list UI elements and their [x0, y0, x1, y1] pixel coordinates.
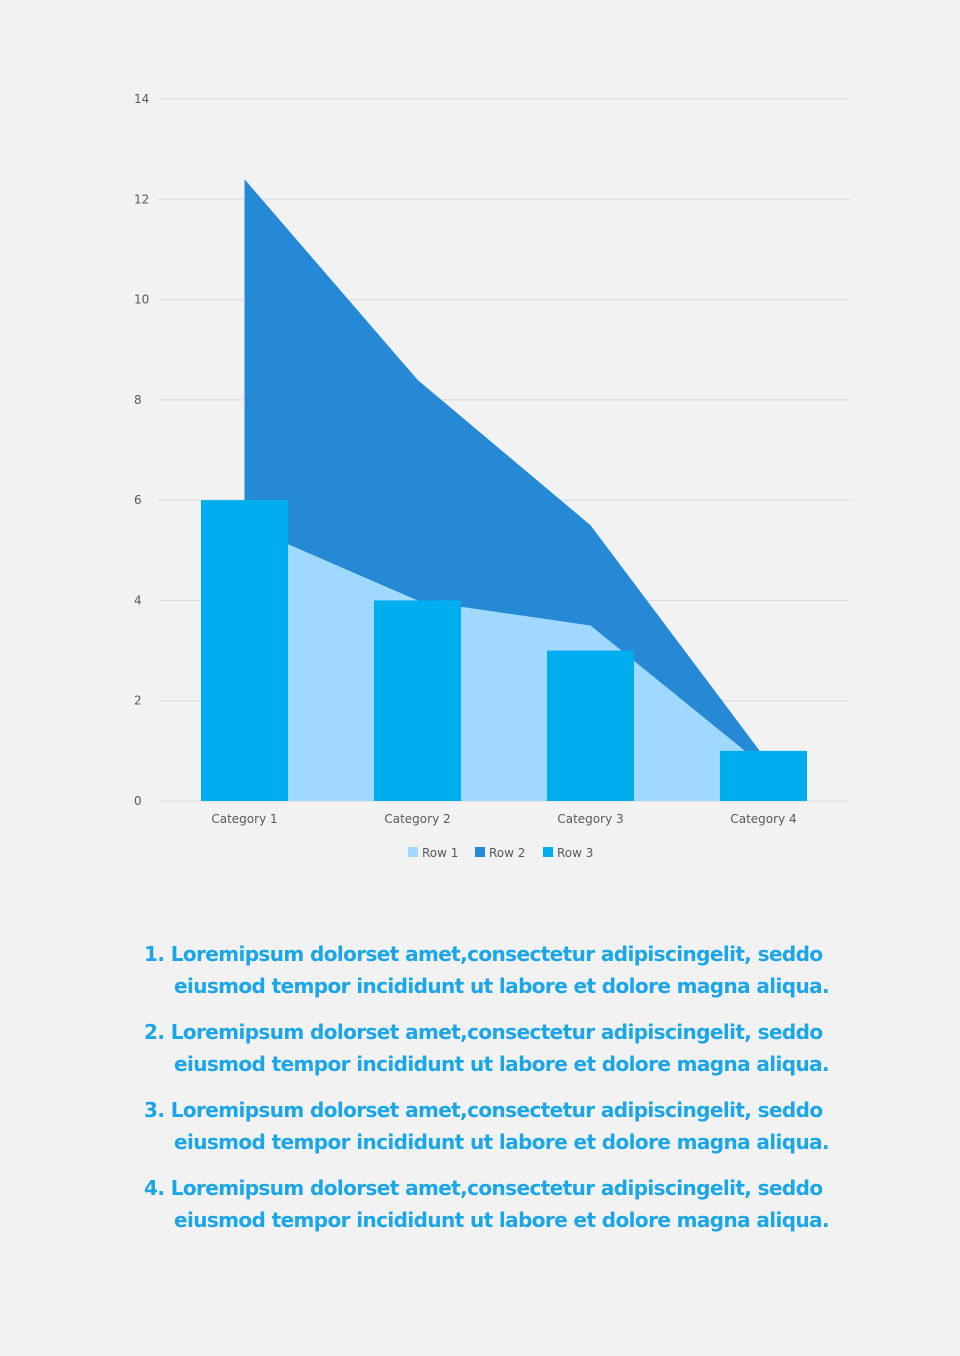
note-text: Loremipsum dolorset amet,consectetur adi… — [170, 942, 830, 998]
x-tick-label: Category 3 — [557, 812, 623, 826]
note-number: 3. — [144, 1098, 165, 1122]
note-text: Loremipsum dolorset amet,consectetur adi… — [170, 1176, 830, 1232]
y-tick-label: 4 — [134, 593, 142, 607]
legend-label: Row 2 — [489, 846, 525, 860]
legend-label: Row 3 — [557, 846, 593, 860]
note-item: 4. Loremipsum dolorset amet,consectetur … — [140, 1172, 840, 1236]
y-tick-label: 12 — [134, 192, 149, 206]
legend-label: Row 1 — [422, 846, 458, 860]
notes-list: 1. Loremipsum dolorset amet,consectetur … — [140, 938, 840, 1250]
x-tick-label: Category 2 — [384, 812, 450, 826]
note-number: 4. — [144, 1176, 165, 1200]
note-item: 2. Loremipsum dolorset amet,consectetur … — [140, 1016, 840, 1080]
note-number: 1. — [144, 942, 165, 966]
y-tick-label: 8 — [134, 393, 142, 407]
bar-row-3 — [720, 750, 807, 801]
legend-swatch — [408, 847, 418, 857]
x-tick-label: Category 1 — [211, 812, 277, 826]
note-number: 2. — [144, 1020, 165, 1044]
bar-row-3 — [374, 600, 461, 801]
note-item: 1. Loremipsum dolorset amet,consectetur … — [140, 938, 840, 1002]
note-text: Loremipsum dolorset amet,consectetur adi… — [170, 1098, 830, 1154]
y-tick-label: 10 — [134, 293, 149, 307]
y-tick-label: 0 — [134, 794, 142, 808]
chart: 0 2 4 6 8 10 12 14 Category 1 Category 2 Category … — [134, 92, 850, 860]
bar-row-3 — [547, 650, 634, 801]
x-tick-label: Category 4 — [730, 812, 796, 826]
y-tick-label: 14 — [134, 92, 149, 106]
legend-swatch — [475, 847, 485, 857]
note-item: 3. Loremipsum dolorset amet,consectetur … — [140, 1094, 840, 1158]
note-text: Loremipsum dolorset amet,consectetur adi… — [170, 1020, 830, 1076]
legend-swatch — [543, 847, 553, 857]
bar-row-3 — [201, 500, 288, 801]
chart-container: 0 2 4 6 8 10 12 14 Category 1 Category 2 Category … — [134, 92, 850, 860]
y-tick-label: 2 — [134, 694, 142, 708]
y-tick-label: 6 — [134, 493, 142, 507]
